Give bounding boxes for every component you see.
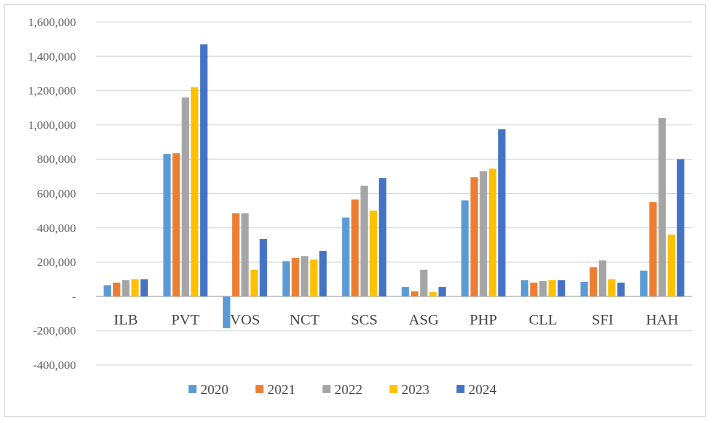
y-tick-label: -200,000	[33, 324, 76, 338]
bar-asg-2024	[438, 286, 446, 297]
bar-asg-2020	[401, 286, 410, 297]
y-tick-label: 1,400,000	[28, 49, 76, 63]
bar-asg-2023	[429, 292, 437, 297]
y-tick-label: 800,000	[37, 152, 76, 166]
bar-ilb-2022	[122, 280, 130, 297]
bar-php-2024	[498, 129, 506, 297]
bar-nct-2024	[319, 250, 327, 297]
bar-vos-2020	[222, 296, 231, 329]
bar-sfi-2020	[580, 281, 588, 297]
bar-scs-2022	[360, 185, 368, 297]
category-label: PHP	[470, 312, 498, 328]
bar-ilb-2023	[131, 279, 139, 297]
legend-label: 2021	[268, 383, 296, 398]
category-label: HAH	[646, 312, 679, 328]
bar-nct-2020	[282, 261, 290, 297]
legend-label: 2023	[402, 383, 430, 398]
bar-vos-2021	[232, 213, 240, 297]
bar-hah-2023	[667, 234, 676, 297]
bar-scs-2020	[342, 217, 350, 297]
bar-ilb-2021	[112, 282, 121, 297]
category-label: NCT	[290, 312, 320, 328]
bar-cll-2024	[557, 280, 566, 297]
bar-ilb-2024	[140, 279, 148, 297]
y-tick-label: 600,000	[37, 187, 76, 201]
bar-php-2020	[461, 200, 469, 297]
y-tick-label: -	[72, 289, 76, 303]
y-tick-label: 1,200,000	[28, 84, 76, 98]
bar-pvt-2020	[163, 154, 171, 297]
bar-php-2021	[470, 177, 478, 297]
bar-sfi-2024	[617, 282, 625, 297]
category-label: CLL	[529, 312, 557, 328]
bar-pvt-2024	[200, 44, 208, 297]
bar-hah-2024	[676, 159, 685, 297]
bar-asg-2022	[420, 269, 428, 297]
bar-sfi-2022	[598, 260, 607, 297]
legend-swatch-2020	[188, 385, 197, 393]
bar-pvt-2022	[181, 97, 190, 297]
bar-sfi-2021	[589, 267, 598, 297]
bar-nct-2021	[291, 257, 300, 297]
bar-sfi-2023	[608, 279, 616, 297]
bar-vos-2023	[250, 269, 258, 297]
legend-label: 2020	[201, 383, 229, 398]
legend-swatch-2022	[322, 385, 331, 393]
bar-scs-2024	[378, 178, 387, 297]
bar-hah-2020	[640, 270, 648, 297]
y-tick-label: 200,000	[37, 255, 76, 269]
category-label: SFI	[592, 312, 614, 328]
bar-scs-2023	[369, 210, 378, 297]
bar-php-2022	[479, 171, 488, 297]
category-label: ASG	[409, 312, 439, 328]
legend-label: 2022	[335, 383, 363, 398]
bar-pvt-2023	[190, 87, 199, 297]
bar-hah-2022	[658, 118, 666, 297]
legend-label: 2024	[469, 383, 497, 398]
bar-vos-2024	[259, 238, 268, 297]
bar-nct-2022	[300, 256, 309, 297]
bar-hah-2021	[649, 202, 657, 297]
legend-swatch-2023	[389, 385, 398, 393]
y-tick-label: 1,600,000	[28, 15, 76, 29]
bar-cll-2020	[520, 280, 529, 297]
category-label: PVT	[171, 312, 199, 328]
bar-nct-2023	[310, 259, 318, 297]
legend-swatch-2024	[456, 385, 465, 393]
category-label: ILB	[114, 312, 138, 328]
bar-pvt-2021	[172, 153, 180, 297]
bar-cll-2023	[548, 280, 556, 297]
bar-php-2023	[488, 168, 497, 297]
bar-cll-2021	[530, 282, 538, 297]
y-tick-label: 400,000	[37, 221, 76, 235]
legend-swatch-2021	[255, 385, 264, 393]
bar-vos-2022	[241, 213, 249, 297]
bar-asg-2021	[410, 291, 419, 297]
y-tick-label: -400,000	[33, 358, 76, 372]
category-label: SCS	[351, 312, 378, 328]
bar-scs-2021	[351, 199, 359, 297]
bar-ilb-2020	[103, 285, 112, 297]
bar-cll-2022	[539, 280, 547, 297]
y-tick-label: 1,000,000	[28, 118, 76, 132]
category-label: VOS	[230, 312, 260, 328]
